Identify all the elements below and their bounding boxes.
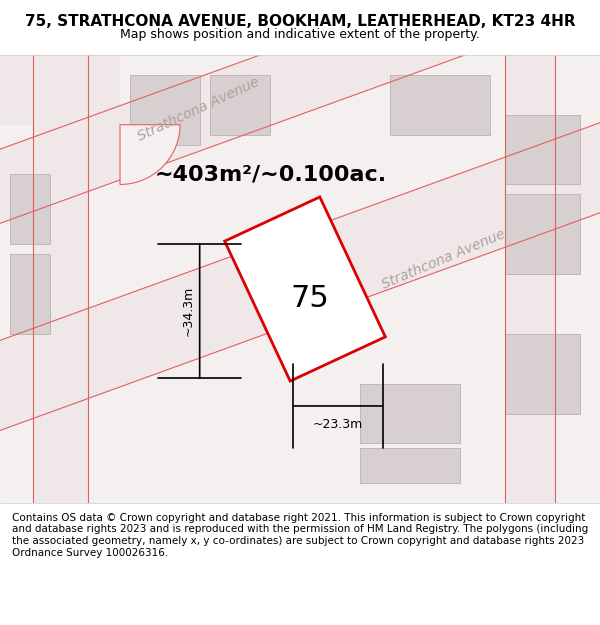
Polygon shape [210, 75, 270, 134]
Polygon shape [505, 45, 555, 513]
Text: Strathcona Avenue: Strathcona Avenue [380, 227, 508, 291]
Polygon shape [224, 197, 385, 381]
Polygon shape [360, 384, 460, 443]
Polygon shape [0, 110, 600, 443]
Polygon shape [505, 194, 580, 274]
Text: Contains OS data © Crown copyright and database right 2021. This information is : Contains OS data © Crown copyright and d… [12, 513, 588, 558]
Polygon shape [120, 125, 180, 184]
Text: Map shows position and indicative extent of the property.: Map shows position and indicative extent… [120, 28, 480, 41]
Text: ~23.3m: ~23.3m [313, 418, 363, 431]
Polygon shape [360, 448, 460, 483]
Polygon shape [505, 115, 580, 184]
Polygon shape [505, 334, 580, 414]
Polygon shape [10, 254, 50, 334]
Polygon shape [390, 75, 490, 134]
Polygon shape [130, 75, 200, 144]
Text: ~34.3m: ~34.3m [182, 286, 194, 336]
Text: ~403m²/~0.100ac.: ~403m²/~0.100ac. [155, 164, 387, 184]
Polygon shape [10, 174, 50, 244]
Polygon shape [0, 45, 120, 125]
Polygon shape [32, 45, 88, 513]
Text: Strathcona Avenue: Strathcona Avenue [135, 76, 261, 144]
Text: 75, STRATHCONA AVENUE, BOOKHAM, LEATHERHEAD, KT23 4HR: 75, STRATHCONA AVENUE, BOOKHAM, LEATHERH… [25, 14, 575, 29]
Polygon shape [0, 0, 512, 237]
Text: 75: 75 [290, 284, 329, 314]
